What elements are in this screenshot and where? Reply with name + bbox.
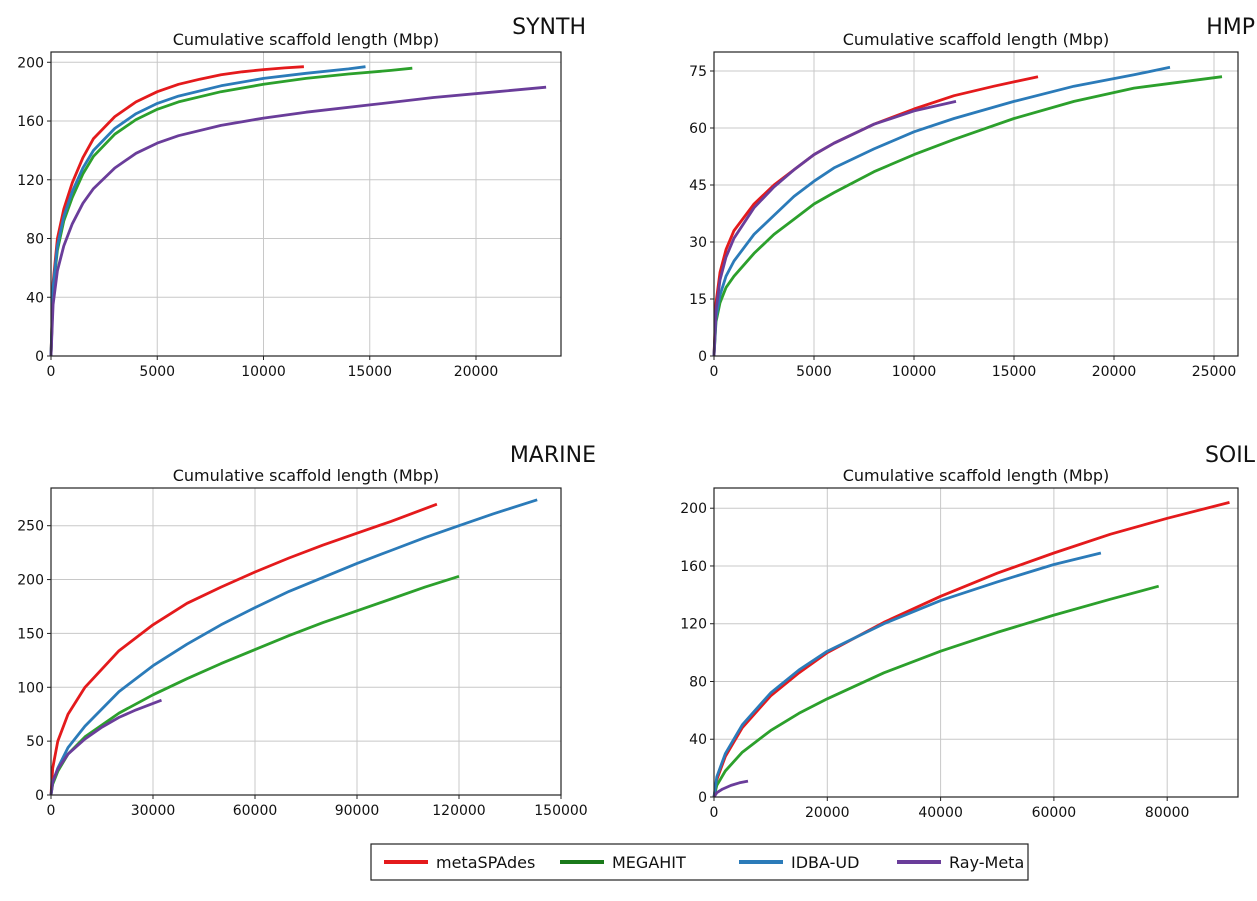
series-line-metaspades: [49, 65, 304, 357]
y-tick-label: 120: [17, 173, 44, 189]
y-tick-label: 40: [689, 732, 707, 748]
plot-frame: [713, 487, 1239, 798]
series-line-megahit: [712, 584, 1160, 798]
x-tick-label: 10000: [892, 364, 937, 380]
x-tick-label: 10000: [241, 364, 286, 380]
plot-frame: [50, 51, 562, 357]
y-tick-label: 120: [680, 617, 707, 633]
chart-title: Cumulative scaffold length (Mbp): [843, 466, 1110, 485]
y-tick-label: 200: [17, 55, 44, 71]
x-tick-label: 20000: [454, 364, 499, 380]
x-tick-label: 0: [47, 803, 56, 819]
chart-panel-marine: 0 30000 60000 90000 120000 150000 0 50 100 150 200…: [17, 443, 596, 819]
x-tick-label: 30000: [131, 803, 176, 819]
x-tick-label: 90000: [335, 803, 380, 819]
x-tick-label: 60000: [1032, 805, 1077, 821]
series-line-ray-meta: [49, 698, 162, 796]
chart-title: Cumulative scaffold length (Mbp): [173, 30, 440, 49]
panel-label: SYNTH: [512, 15, 586, 40]
series-line-ray-meta: [49, 85, 547, 357]
y-tick-label: 0: [35, 788, 44, 804]
legend-label-megahit: MEGAHIT: [612, 853, 686, 872]
series-line-idba-ud: [49, 65, 366, 357]
y-tick-label: 0: [698, 349, 707, 365]
series-line-ray-meta: [712, 779, 749, 798]
series-line-megahit: [712, 75, 1223, 357]
x-tick-label: 20000: [805, 805, 850, 821]
x-tick-label: 15000: [347, 364, 392, 380]
series-line-idba-ud: [49, 498, 538, 796]
plot-frame: [713, 51, 1239, 357]
x-tick-label: 0: [710, 364, 719, 380]
y-tick-label: 160: [680, 559, 707, 575]
y-tick-label: 250: [17, 519, 44, 535]
chart-title: Cumulative scaffold length (Mbp): [843, 30, 1110, 49]
x-tick-label: 15000: [992, 364, 1037, 380]
x-tick-label: 0: [47, 364, 56, 380]
x-tick-label: 5000: [796, 364, 832, 380]
y-tick-label: 50: [26, 734, 44, 750]
panel-label: MARINE: [510, 443, 596, 468]
series-line-megahit: [49, 66, 413, 357]
panel-label: SOIL: [1205, 443, 1256, 468]
x-tick-label: 60000: [233, 803, 278, 819]
series-line-ray-meta: [712, 100, 957, 357]
series-line-metaspades: [49, 502, 438, 796]
y-tick-label: 150: [17, 626, 44, 642]
legend: metaSPAdes MEGAHIT IDBA-UD Ray-Meta: [370, 843, 1029, 881]
legend-label-idba-ud: IDBA-UD: [791, 853, 859, 872]
y-tick-label: 100: [17, 680, 44, 696]
panel-label: HMP: [1206, 15, 1255, 40]
y-tick-label: 45: [689, 178, 707, 194]
y-tick-label: 0: [35, 349, 44, 365]
x-tick-label: 150000: [534, 803, 587, 819]
chart-panel-synth: 0 5000 10000 15000 20000 0 40 80 120 160 200 Cumula…: [17, 15, 586, 380]
series-line-metaspades: [712, 501, 1230, 798]
series-line-idba-ud: [712, 65, 1171, 357]
y-tick-label: 200: [17, 573, 44, 589]
x-tick-label: 40000: [918, 805, 963, 821]
y-tick-label: 80: [689, 674, 707, 690]
plot-frame: [50, 487, 562, 796]
y-tick-label: 15: [689, 292, 707, 308]
legend-label-metaspades: metaSPAdes: [436, 853, 535, 872]
x-tick-label: 80000: [1145, 805, 1190, 821]
chart-panel-hmp: 0 5000 10000 15000 20000 25000 0 15 30 45 60 75 Cumu…: [689, 15, 1255, 380]
y-tick-label: 200: [680, 501, 707, 517]
y-tick-label: 80: [26, 232, 44, 248]
series-line-idba-ud: [712, 551, 1102, 798]
x-tick-label: 120000: [432, 803, 485, 819]
x-tick-label: 0: [710, 805, 719, 821]
x-tick-label: 25000: [1192, 364, 1237, 380]
chart-title: Cumulative scaffold length (Mbp): [173, 466, 440, 485]
y-tick-label: 0: [698, 790, 707, 806]
chart-panel-soil: 0 20000 40000 60000 80000 0 40 80 120 160 200 Cumul…: [680, 443, 1255, 821]
y-tick-label: 30: [689, 235, 707, 251]
series-line-metaspades: [712, 75, 1039, 357]
y-tick-label: 60: [689, 121, 707, 137]
legend-label-ray-meta: Ray-Meta: [949, 853, 1024, 872]
y-tick-label: 75: [689, 64, 707, 80]
x-tick-label: 5000: [139, 364, 175, 380]
y-tick-label: 160: [17, 114, 44, 130]
x-tick-label: 20000: [1092, 364, 1137, 380]
y-tick-label: 40: [26, 290, 44, 306]
